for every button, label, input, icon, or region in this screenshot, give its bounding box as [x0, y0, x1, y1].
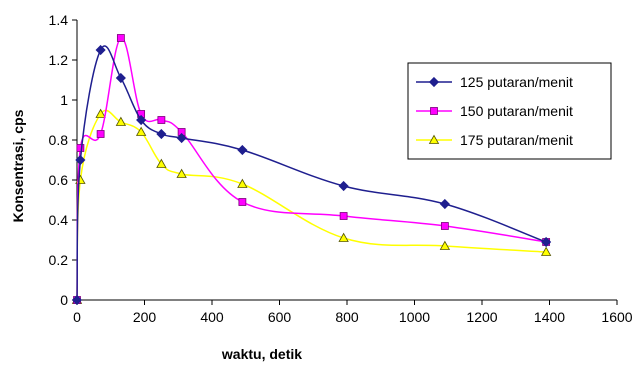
data-point — [540, 246, 552, 256]
y-axis-title: Konsentrasi, cps — [10, 109, 26, 222]
x-tick-label: 1400 — [534, 309, 565, 325]
x-tick-label: 600 — [268, 309, 292, 325]
data-point — [338, 180, 349, 192]
data-point — [96, 130, 105, 138]
legend-item-125-putaran-menit: 125 putaran/menit — [416, 74, 573, 90]
y-tick-label: 1 — [60, 92, 68, 108]
data-point — [439, 240, 451, 250]
legend-label: 175 putaran/menit — [460, 132, 573, 148]
series-line — [76, 109, 547, 301]
x-tick-label: 1200 — [466, 309, 497, 325]
data-point — [95, 44, 106, 56]
x-tick-label: 1000 — [399, 309, 430, 325]
y-tick-label: 0.4 — [49, 212, 69, 228]
data-point — [339, 212, 348, 220]
data-point — [156, 128, 167, 140]
legend-label: 125 putaran/menit — [460, 74, 573, 90]
data-point — [136, 114, 147, 126]
data-point — [237, 178, 248, 188]
x-tick-label: 200 — [133, 309, 157, 325]
data-point — [338, 232, 349, 242]
x-tick-label: 0 — [73, 309, 81, 325]
legend-item-150-putaran-menit: 150 putaran/menit — [416, 103, 573, 119]
data-point — [115, 116, 127, 126]
y-tick-label: 1.4 — [49, 12, 69, 28]
data-point — [76, 144, 85, 152]
x-axis-title: waktu, detik — [221, 346, 302, 362]
data-point — [440, 222, 449, 230]
y-tick-label: 0 — [60, 292, 68, 308]
x-tick-label: 400 — [200, 309, 224, 325]
data-point — [238, 198, 247, 206]
tick-labels: 0 0.2 0.4 0.6 0.8 1 1.2 1.4 0 200 400 600 800 1000 120… — [49, 12, 633, 325]
data-point — [541, 236, 552, 248]
data-point — [115, 72, 126, 84]
data-point — [157, 116, 166, 124]
series-175-putaran-menit — [71, 108, 552, 304]
y-tick-label: 0.8 — [49, 132, 69, 148]
data-point — [156, 158, 167, 168]
x-tick-label: 800 — [335, 309, 359, 325]
data-point — [176, 168, 187, 178]
legend-marker — [428, 76, 440, 88]
legend: 125 putaran/menit 150 putaran/menit 175 pu… — [407, 62, 612, 160]
legend-marker — [430, 107, 438, 115]
x-tick-label: 1600 — [601, 309, 632, 325]
data-point — [176, 132, 187, 144]
data-point — [75, 154, 86, 166]
y-tick-label: 0.2 — [49, 252, 69, 268]
legend-item-175-putaran-menit: 175 putaran/menit — [416, 132, 573, 148]
legend-marker — [428, 134, 440, 144]
data-point — [95, 108, 106, 118]
data-point — [439, 198, 450, 210]
data-point — [116, 34, 125, 42]
legend-label: 150 putaran/menit — [460, 103, 573, 119]
y-tick-label: 1.2 — [49, 52, 69, 68]
series-group — [71, 34, 552, 306]
series-125-putaran-menit — [71, 44, 552, 306]
data-point — [237, 144, 248, 156]
data-point — [135, 126, 147, 136]
data-point — [71, 294, 83, 306]
y-tick-label: 0.6 — [49, 172, 69, 188]
